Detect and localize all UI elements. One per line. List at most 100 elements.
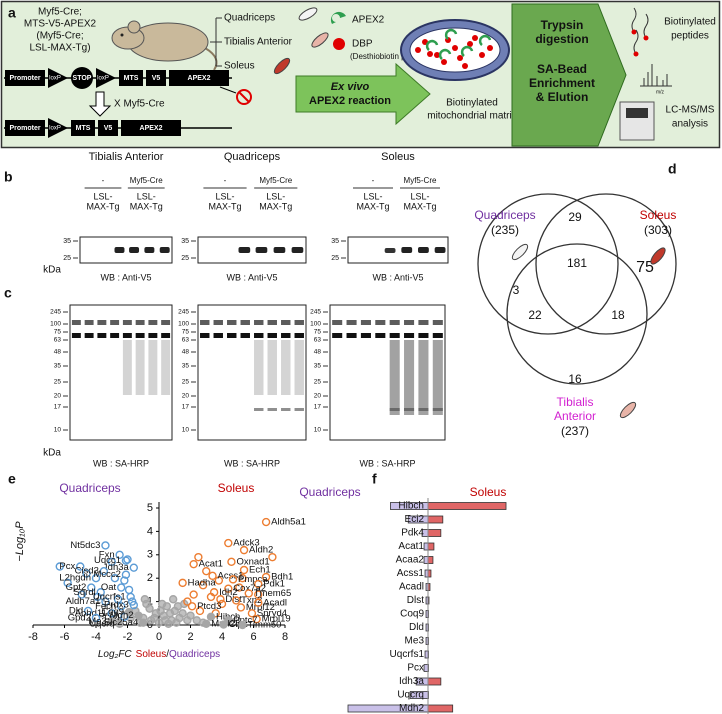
gene-point bbox=[244, 589, 253, 598]
label: Biotinylated bbox=[446, 98, 498, 109]
mito-dot bbox=[427, 51, 433, 57]
label: Myf5-Cre bbox=[130, 176, 163, 185]
band bbox=[346, 320, 357, 325]
band bbox=[401, 247, 413, 253]
point bbox=[123, 555, 132, 564]
point bbox=[150, 613, 159, 623]
x-tick-label: -6 bbox=[60, 631, 70, 643]
panel-label: a bbox=[8, 5, 16, 21]
label: STOP bbox=[73, 75, 92, 82]
marker-label: 25 bbox=[63, 255, 71, 262]
label: loxP bbox=[97, 76, 109, 82]
point bbox=[124, 585, 134, 595]
construct-box bbox=[98, 120, 118, 136]
gene-point bbox=[261, 517, 271, 527]
point bbox=[189, 590, 198, 599]
band bbox=[71, 320, 81, 325]
band bbox=[389, 333, 400, 338]
band bbox=[148, 320, 158, 325]
mouse-eye bbox=[120, 33, 124, 37]
blot-v5 bbox=[79, 236, 173, 264]
band bbox=[240, 320, 250, 325]
point bbox=[107, 557, 116, 567]
band bbox=[332, 333, 343, 338]
category-label: Mdh2 bbox=[399, 703, 424, 714]
point bbox=[183, 597, 192, 606]
category-label: Uqcrfs1 bbox=[390, 649, 425, 660]
band bbox=[267, 320, 277, 325]
venn-count: 22 bbox=[528, 308, 542, 322]
gene-label: Idh2 bbox=[219, 587, 238, 598]
marker-label: 17 bbox=[314, 404, 322, 411]
mito-dot bbox=[415, 47, 421, 53]
venn-circle bbox=[506, 243, 648, 385]
band bbox=[332, 320, 343, 325]
point bbox=[195, 606, 205, 616]
panel-label: e bbox=[8, 471, 16, 487]
ms-screen bbox=[626, 108, 648, 118]
label: MTS-V5-APEX2 bbox=[24, 19, 97, 30]
point bbox=[214, 576, 224, 585]
smear bbox=[294, 340, 304, 395]
gene-point bbox=[208, 571, 217, 581]
bar bbox=[427, 677, 442, 686]
gene-label: Acss1 bbox=[218, 570, 244, 581]
mito-apex2 bbox=[438, 48, 452, 60]
gene-label: Dlst bbox=[225, 594, 242, 605]
gene-label: Acat1 bbox=[199, 559, 223, 570]
stop-circle bbox=[71, 67, 93, 89]
gene-label: Uqcrq bbox=[89, 618, 114, 629]
construct-box bbox=[71, 120, 95, 136]
y-tick-label: 1 bbox=[147, 596, 153, 608]
smear bbox=[122, 340, 132, 395]
marker-label: 245 bbox=[310, 309, 321, 316]
apex2-icon bbox=[330, 11, 346, 24]
mito-apex2 bbox=[478, 34, 492, 46]
peptide bbox=[633, 29, 639, 55]
marker-label: 25 bbox=[181, 255, 189, 262]
category-label: Pdk4 bbox=[401, 528, 424, 539]
label: LSL-MAX-Tg) bbox=[29, 43, 90, 54]
marker-label: 245 bbox=[50, 309, 61, 316]
gene-label: Aldh7a1 bbox=[66, 596, 101, 607]
y-tick-label: 3 bbox=[147, 549, 153, 561]
point bbox=[145, 604, 154, 613]
muscle-icon bbox=[511, 243, 529, 261]
band bbox=[254, 333, 264, 338]
gene-label: Fxn bbox=[99, 549, 115, 560]
point bbox=[194, 552, 203, 562]
gene-point bbox=[216, 595, 225, 604]
marker-label: 10 bbox=[182, 427, 190, 434]
gene-point bbox=[219, 620, 228, 629]
blot-v5 bbox=[197, 236, 307, 264]
label: MAX-Tg bbox=[259, 201, 292, 211]
label: loxP bbox=[49, 126, 61, 132]
mito-apex2 bbox=[460, 45, 474, 57]
venn-count: 3 bbox=[513, 283, 520, 297]
marker-label: 48 bbox=[54, 349, 62, 356]
label: MAX-Tg bbox=[403, 201, 436, 211]
construct-box bbox=[119, 70, 143, 86]
x-axis-label-part: Soleus bbox=[136, 649, 167, 660]
gene-point bbox=[116, 602, 126, 611]
band bbox=[200, 333, 210, 338]
label: LC-MS/MS bbox=[666, 105, 715, 116]
marker-label: 25 bbox=[182, 379, 190, 386]
gene-label: Bdh1 bbox=[271, 572, 293, 583]
band bbox=[122, 333, 132, 338]
x-tick-label: 8 bbox=[282, 631, 288, 643]
marker-label: 35 bbox=[181, 238, 189, 245]
gene-point bbox=[231, 596, 241, 605]
mouse-ear bbox=[127, 20, 141, 34]
label: MTS bbox=[124, 75, 139, 82]
band bbox=[97, 320, 107, 325]
label: LSL- bbox=[93, 191, 112, 201]
gene-point bbox=[224, 584, 233, 593]
gene-label: Gpt2 bbox=[66, 582, 87, 593]
venn-circle bbox=[535, 193, 677, 335]
construct-box bbox=[5, 120, 45, 136]
band bbox=[227, 333, 237, 338]
gene-label: Aldh5a1 bbox=[271, 517, 306, 528]
gene-label: Pcx bbox=[59, 561, 75, 572]
